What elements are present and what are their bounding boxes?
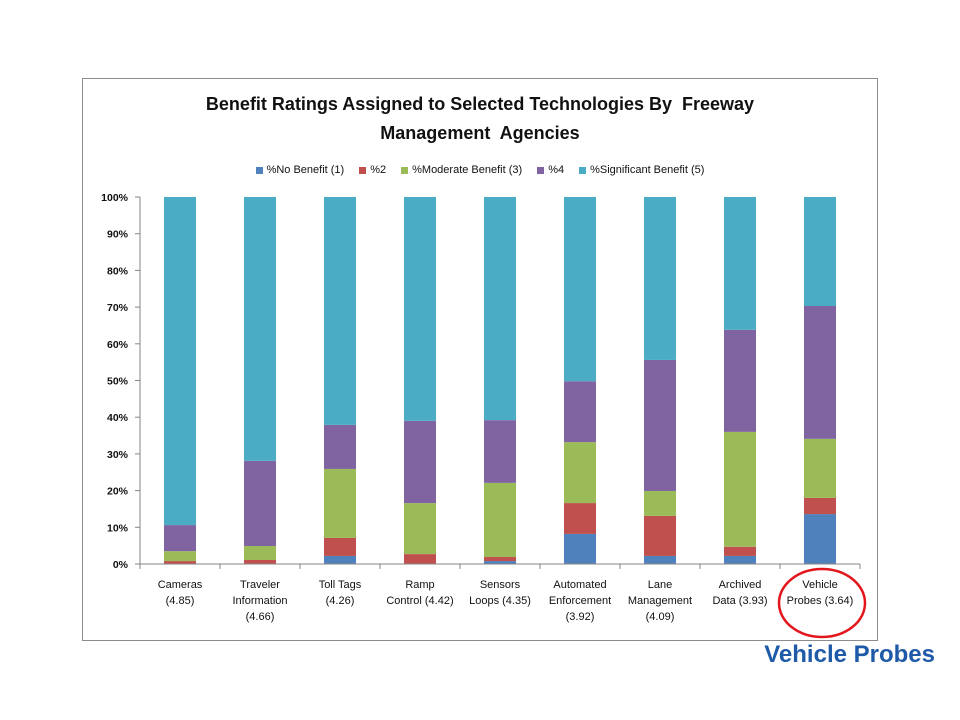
legend-swatch bbox=[255, 166, 263, 174]
bar-toll-tags-4-26-moderate-benefit-3 bbox=[324, 468, 356, 538]
bar-archived-data-3-93-no-benefit-1 bbox=[724, 555, 756, 564]
y-tick-label: 20% bbox=[107, 486, 129, 498]
bar-lane-management-4-09-2 bbox=[644, 515, 676, 556]
x-tick-label: (3.92) bbox=[566, 611, 595, 623]
legend-label: %4 bbox=[548, 164, 565, 176]
bar-cameras-4-85-4 bbox=[164, 525, 196, 552]
bar-ramp-control-4-42-2 bbox=[404, 554, 436, 564]
legend-label: %Moderate Benefit (3) bbox=[412, 164, 523, 176]
x-tick-label: Cameras bbox=[158, 579, 203, 591]
bar-vehicle-probes-3-64-4 bbox=[804, 305, 836, 439]
chart-title-line-1: Benefit Ratings Assigned to Selected Tec… bbox=[205, 94, 755, 114]
bar-sensors-loops-4-35-significant-benefit-5 bbox=[484, 197, 516, 421]
y-tick-label: 90% bbox=[107, 229, 129, 241]
x-tick-label: Control (4.42) bbox=[386, 595, 453, 607]
slide-caption: Vehicle Probes bbox=[764, 641, 935, 668]
x-tick-label: (4.09) bbox=[646, 611, 675, 623]
x-tick-label: Probes (3.64) bbox=[787, 595, 854, 607]
x-tick-label: Information bbox=[232, 595, 287, 607]
highlight-circle bbox=[777, 567, 867, 639]
y-tick-label: 70% bbox=[107, 302, 129, 314]
bar-traveler-information-4-66-2 bbox=[244, 559, 276, 564]
bar-cameras-4-85-2 bbox=[164, 561, 196, 564]
legend-label: %2 bbox=[370, 164, 387, 176]
legend-swatch bbox=[579, 166, 587, 174]
x-tick-label: Loops (4.35) bbox=[469, 595, 531, 607]
bar-traveler-information-4-66-4 bbox=[244, 460, 276, 547]
bar-vehicle-probes-3-64-moderate-benefit-3 bbox=[804, 438, 836, 498]
bar-lane-management-4-09-significant-benefit-5 bbox=[644, 197, 676, 360]
bar-vehicle-probes-3-64-significant-benefit-5 bbox=[804, 197, 836, 306]
x-tick-label: Archived bbox=[719, 579, 762, 591]
legend-item: %Significant Benefit (5) bbox=[579, 163, 704, 177]
legend-swatch bbox=[359, 166, 367, 174]
bar-toll-tags-4-26-significant-benefit-5 bbox=[324, 197, 356, 425]
bar-ramp-control-4-42-4 bbox=[404, 420, 436, 504]
bar-automated-enforcement-3-92-2 bbox=[564, 503, 596, 534]
y-tick-label: 30% bbox=[107, 449, 129, 461]
bar-automated-enforcement-3-92-4 bbox=[564, 381, 596, 443]
x-tick-label: Vehicle bbox=[802, 579, 837, 591]
chart-legend: %No Benefit (1) %2 %Moderate Benefit (3) %4… bbox=[82, 163, 878, 177]
bar-lane-management-4-09-no-benefit-1 bbox=[644, 555, 676, 564]
x-tick-label: Lane bbox=[648, 579, 672, 591]
bar-sensors-loops-4-35-moderate-benefit-3 bbox=[484, 482, 516, 558]
y-axis-ticks: 0% 10% 20% 30% 40% 50% 60% 70% 80% 90% 100% bbox=[101, 192, 140, 571]
x-tick-label: Toll Tags bbox=[319, 579, 362, 591]
x-tick-label: Traveler bbox=[240, 579, 280, 591]
bar-archived-data-3-93-4 bbox=[724, 329, 756, 432]
x-tick-label: (4.66) bbox=[246, 611, 275, 623]
x-tick-label: Enforcement bbox=[549, 595, 611, 607]
x-tick-label: Sensors bbox=[480, 579, 521, 591]
y-tick-label: 80% bbox=[107, 265, 129, 277]
bar-ramp-control-4-42-significant-benefit-5 bbox=[404, 197, 436, 421]
bar-toll-tags-4-26-no-benefit-1 bbox=[324, 555, 356, 564]
chart-title: Benefit Ratings Assigned to Selected Tec… bbox=[82, 90, 878, 148]
y-tick-label: 10% bbox=[107, 522, 129, 534]
bar-ramp-control-4-42-moderate-benefit-3 bbox=[404, 503, 436, 555]
x-tick-label: Data (3.93) bbox=[712, 595, 767, 607]
bar-vehicle-probes-3-64-2 bbox=[804, 497, 836, 515]
bar-traveler-information-4-66-significant-benefit-5 bbox=[244, 197, 276, 461]
x-tick-label: Ramp bbox=[405, 579, 434, 591]
y-tick-label: 0% bbox=[113, 559, 129, 571]
bar-automated-enforcement-3-92-significant-benefit-5 bbox=[564, 197, 596, 382]
y-tick-label: 40% bbox=[107, 412, 129, 424]
legend-item: %No Benefit (1) bbox=[255, 163, 345, 177]
bar-lane-management-4-09-4 bbox=[644, 359, 676, 491]
legend-label: %Significant Benefit (5) bbox=[590, 164, 705, 176]
bar-toll-tags-4-26-2 bbox=[324, 537, 356, 556]
bar-automated-enforcement-3-92-no-benefit-1 bbox=[564, 533, 596, 564]
chart-title-line-2: Management Agencies bbox=[380, 123, 580, 143]
bar-archived-data-3-93-significant-benefit-5 bbox=[724, 197, 756, 330]
bar-group bbox=[164, 197, 836, 564]
x-tick-label: (4.26) bbox=[326, 595, 355, 607]
bar-sensors-loops-4-35-4 bbox=[484, 420, 516, 483]
bar-cameras-4-85-significant-benefit-5 bbox=[164, 197, 196, 526]
legend-item: %4 bbox=[537, 163, 564, 177]
bar-sensors-loops-4-35-no-benefit-1 bbox=[484, 561, 516, 564]
bar-traveler-information-4-66-moderate-benefit-3 bbox=[244, 546, 276, 560]
bar-archived-data-3-93-moderate-benefit-3 bbox=[724, 431, 756, 547]
legend-swatch bbox=[401, 166, 409, 174]
x-tick-label: Automated bbox=[553, 579, 606, 591]
bar-archived-data-3-93-2 bbox=[724, 546, 756, 556]
bar-automated-enforcement-3-92-moderate-benefit-3 bbox=[564, 442, 596, 504]
y-tick-label: 100% bbox=[101, 192, 129, 204]
y-tick-label: 60% bbox=[107, 339, 129, 351]
bar-cameras-4-85-moderate-benefit-3 bbox=[164, 551, 196, 562]
x-axis-ticks: Cameras (4.85) Traveler Information (4.66) To… bbox=[139, 564, 861, 623]
legend-label: %No Benefit (1) bbox=[266, 164, 345, 176]
x-tick-label: (4.85) bbox=[166, 595, 195, 607]
bar-lane-management-4-09-moderate-benefit-3 bbox=[644, 490, 676, 516]
x-tick-label: Management bbox=[628, 595, 692, 607]
bar-sensors-loops-4-35-2 bbox=[484, 557, 516, 562]
y-tick-label: 50% bbox=[107, 376, 129, 388]
legend-item: %2 bbox=[359, 163, 386, 177]
legend-swatch bbox=[537, 166, 545, 174]
bar-toll-tags-4-26-4 bbox=[324, 424, 356, 469]
bar-vehicle-probes-3-64-no-benefit-1 bbox=[804, 514, 836, 564]
legend-item: %Moderate Benefit (3) bbox=[401, 163, 522, 177]
